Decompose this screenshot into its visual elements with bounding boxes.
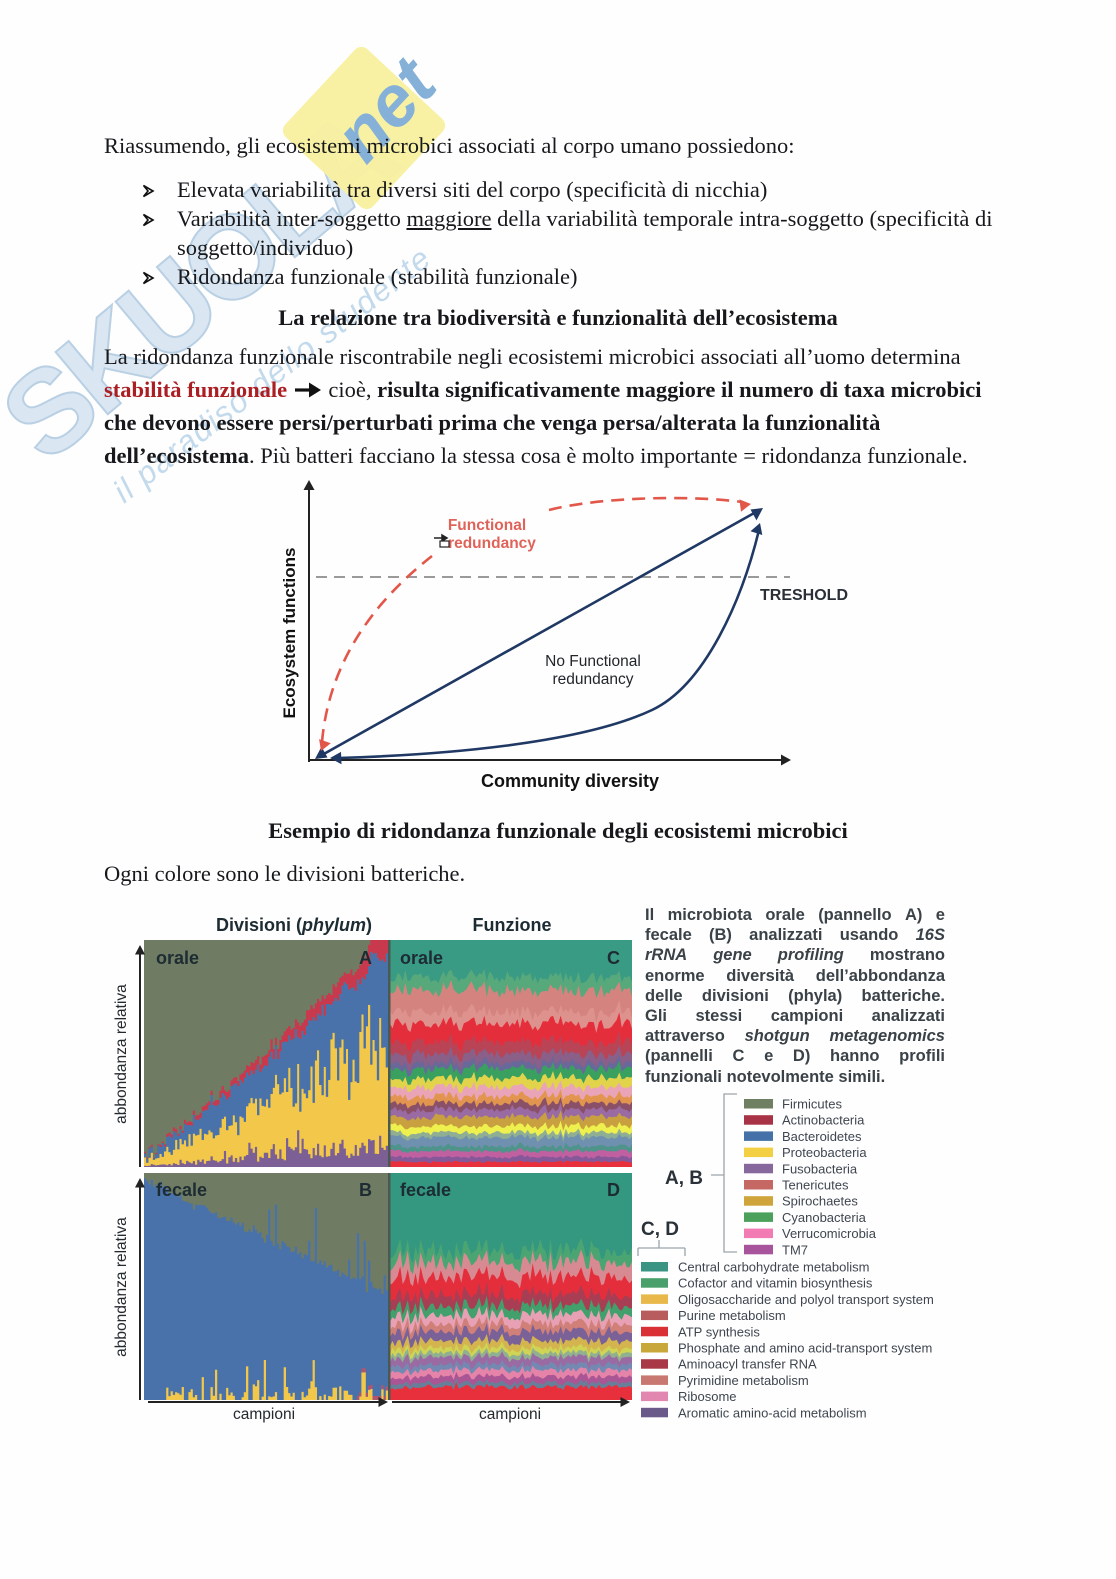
- svg-text:TRESHOLD: TRESHOLD: [760, 587, 848, 604]
- svg-text:Verrucomicrobia: Verrucomicrobia: [782, 1226, 877, 1241]
- svg-text:Phosphate and amino acid-trans: Phosphate and amino acid-transport syste…: [678, 1341, 932, 1356]
- svg-text:abbondanza relativa: abbondanza relativa: [113, 984, 130, 1124]
- svg-text:Cofactor and vitamin biosynthe: Cofactor and vitamin biosynthesis: [678, 1276, 873, 1291]
- svg-text:A: A: [359, 948, 372, 968]
- svg-text:Funzione: Funzione: [473, 915, 552, 935]
- svg-text:campioni: campioni: [479, 1406, 541, 1423]
- svg-text:TM7: TM7: [782, 1242, 808, 1257]
- svg-text:D: D: [607, 1180, 620, 1200]
- svg-text:A, B: A, B: [665, 1168, 703, 1189]
- svg-text:Firmicutes: Firmicutes: [782, 1097, 842, 1112]
- svg-text:Actinobacteria: Actinobacteria: [782, 1113, 865, 1128]
- svg-text:redundancy: redundancy: [552, 671, 633, 688]
- svg-text:Oligosaccharide and polyol tra: Oligosaccharide and polyol transport sys…: [678, 1292, 934, 1307]
- svg-text:Divisioni (phylum): Divisioni (phylum): [216, 915, 372, 935]
- svg-text:Functional: Functional: [448, 517, 526, 534]
- svg-text:Purine metabolism: Purine metabolism: [678, 1308, 786, 1323]
- svg-text:fecale: fecale: [156, 1180, 207, 1200]
- svg-text:Central carbohydrate metabolis: Central carbohydrate metabolism: [678, 1260, 869, 1275]
- svg-text:No Functional: No Functional: [545, 653, 641, 670]
- svg-text:Community diversity: Community diversity: [481, 771, 659, 791]
- svg-text:Aromatic amino-acid metabolism: Aromatic amino-acid metabolism: [678, 1405, 867, 1420]
- svg-text:B: B: [359, 1180, 372, 1200]
- svg-text:C: C: [607, 948, 620, 968]
- svg-text:Ribosome: Ribosome: [678, 1389, 737, 1404]
- svg-text:orale: orale: [400, 948, 443, 968]
- svg-text:redundancy: redundancy: [448, 535, 536, 552]
- svg-text:Ecosystem functions: Ecosystem functions: [280, 548, 299, 719]
- svg-text:C, D: C, D: [641, 1219, 679, 1240]
- svg-text:Proteobacteria: Proteobacteria: [782, 1145, 867, 1160]
- svg-text:campioni: campioni: [233, 1406, 295, 1423]
- svg-text:ATP synthesis: ATP synthesis: [678, 1324, 760, 1339]
- svg-text:Tenericutes: Tenericutes: [782, 1178, 849, 1193]
- svg-text:fecale: fecale: [400, 1180, 451, 1200]
- svg-text:orale: orale: [156, 948, 199, 968]
- svg-text:Spirochaetes: Spirochaetes: [782, 1194, 858, 1209]
- svg-text:Pyrimidine metabolism: Pyrimidine metabolism: [678, 1373, 809, 1388]
- svg-text:Aminoacyl transfer RNA: Aminoacyl transfer RNA: [678, 1357, 817, 1372]
- svg-text:Bacteroidetes: Bacteroidetes: [782, 1129, 862, 1144]
- svg-text:abbondanza relativa: abbondanza relativa: [113, 1217, 130, 1357]
- svg-text:Cyanobacteria: Cyanobacteria: [782, 1210, 867, 1225]
- svg-text:Fusobacteria: Fusobacteria: [782, 1161, 858, 1176]
